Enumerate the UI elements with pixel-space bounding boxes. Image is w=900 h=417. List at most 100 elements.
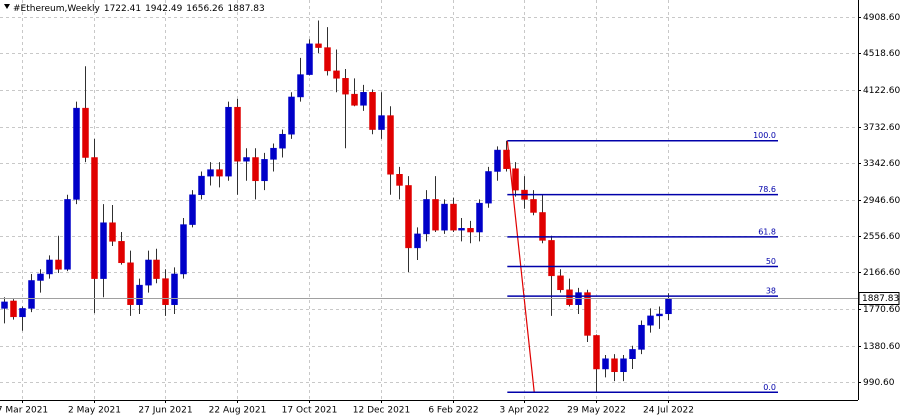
candle-body	[494, 149, 501, 172]
candle-body	[288, 96, 295, 135]
candle-body	[584, 292, 591, 336]
candle-body	[73, 107, 80, 200]
candle-body	[216, 169, 223, 177]
candle-body	[566, 289, 573, 305]
fib-level-label: 0.0	[763, 383, 776, 392]
candle-body	[180, 224, 187, 275]
candle-body	[611, 358, 618, 373]
ohlc-open: 1722.41	[104, 4, 141, 14]
y-tick-label: 4122.60	[863, 86, 900, 96]
candle-body	[548, 240, 555, 277]
candle-body	[46, 259, 53, 275]
candle-body	[136, 284, 143, 305]
candle-body	[1, 301, 8, 309]
price-label: 1887.83	[862, 294, 899, 304]
candle-body	[10, 300, 17, 318]
candle-body	[620, 358, 627, 373]
candle-body	[55, 259, 62, 270]
candle-body	[441, 203, 448, 231]
candle-body	[485, 171, 492, 204]
candle-body	[539, 212, 546, 241]
candle-body	[333, 70, 340, 79]
candle-body	[414, 233, 421, 249]
y-tick-label: 3732.60	[863, 123, 900, 133]
candle-body	[252, 157, 259, 182]
candle-body	[665, 298, 672, 315]
candle-body	[656, 313, 663, 317]
x-tick-label: 2 May 2021	[68, 406, 121, 416]
candle-body	[91, 157, 98, 279]
x-tick-label: 17 Oct 2021	[282, 406, 338, 416]
candle-body	[234, 106, 241, 162]
x-tick-label: 12 Dec 2021	[353, 406, 411, 416]
candle-body	[28, 280, 35, 309]
candle-body	[270, 147, 277, 160]
x-tick-label: 27 Jun 2021	[138, 406, 192, 416]
candle-body	[297, 74, 304, 98]
title-icon	[4, 4, 10, 9]
x-tick-label: 29 May 2022	[567, 406, 626, 416]
candle-body	[100, 222, 107, 279]
x-tick-label: 3 Apr 2022	[500, 406, 550, 416]
y-tick-label: 1380.60	[863, 342, 900, 352]
fib-level-label: 61.8	[758, 227, 776, 236]
candle-body	[378, 115, 385, 130]
candle-body	[153, 259, 160, 279]
candle-body	[315, 43, 322, 48]
candle-body	[324, 47, 331, 72]
y-tick-label: 2556.60	[863, 232, 900, 242]
price-label-box	[858, 292, 900, 305]
x-tick-label: 24 Jul 2022	[643, 406, 694, 416]
candle-body	[64, 199, 71, 270]
y-tick-label: 2166.60	[863, 268, 900, 278]
candle-body	[306, 43, 313, 75]
candle-body	[396, 174, 403, 186]
candle-body	[557, 275, 564, 291]
y-tick-label: 990.60	[863, 378, 895, 388]
candle-body	[19, 308, 26, 318]
candle-body	[432, 199, 439, 231]
fib-level-label: 78.6	[758, 185, 776, 194]
candle-body	[458, 228, 465, 231]
candle-body	[171, 273, 178, 305]
candle-body	[109, 222, 116, 242]
candle-body	[342, 78, 349, 95]
candle-body	[351, 93, 358, 106]
candle-body	[369, 92, 376, 130]
candle-body	[127, 262, 134, 305]
candle-body	[162, 278, 169, 305]
y-tick-label: 4518.60	[863, 49, 900, 59]
candle-body	[405, 185, 412, 249]
y-tick-label: 4908.60	[863, 13, 900, 23]
fib-level-label: 38	[766, 287, 776, 296]
marks	[1, 20, 778, 394]
y-tick-label: 2946.60	[863, 196, 900, 206]
candle-body	[450, 203, 457, 231]
chart-title: #Ethereum,Weekly 1722.41 1942.49 1656.26 188…	[13, 4, 265, 14]
candle-body	[629, 349, 636, 359]
candle-body	[360, 92, 367, 106]
ohlc-high: 1942.49	[145, 4, 182, 14]
x-tick-label: 7 Mar 2021	[0, 406, 48, 416]
y-tick-label: 1770.60	[863, 305, 900, 315]
candle-body	[118, 241, 125, 264]
candle-body	[593, 335, 600, 370]
candle-body	[207, 169, 214, 177]
candle-body	[467, 228, 474, 233]
x-tick-label: 6 Feb 2022	[428, 406, 478, 416]
candle-body	[476, 202, 483, 233]
candle-body	[189, 194, 196, 225]
x-tick-label: 22 Aug 2021	[209, 406, 267, 416]
ohlc-low: 1656.26	[186, 4, 223, 14]
candle-body	[261, 159, 268, 182]
candle-body	[638, 324, 645, 350]
fib-level-label: 100.0	[753, 131, 776, 140]
title-text: #Ethereum,Weekly	[13, 4, 101, 14]
candle-body	[243, 157, 250, 162]
candle-body	[82, 107, 89, 158]
candle-body	[225, 106, 232, 177]
candle-body	[530, 199, 537, 213]
candle-body	[145, 259, 152, 286]
